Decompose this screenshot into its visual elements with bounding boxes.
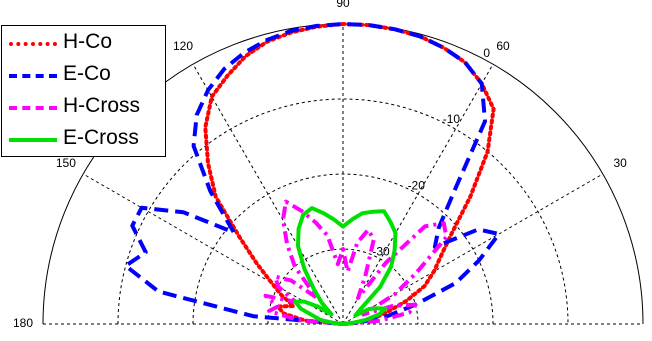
legend-label-h-cross: H-Cross: [63, 94, 140, 117]
polar-spoke: [342, 63, 494, 325]
radial-tick-label: 0: [483, 46, 490, 60]
angle-tick-label: 90: [336, 0, 350, 10]
legend-item-h-co: H-Co: [2, 28, 165, 58]
angle-tick-label: 30: [613, 156, 627, 170]
legend-item-e-co: E-Co: [2, 60, 165, 90]
legend: H-Co E-Co H-Cross E-Cross: [1, 25, 166, 157]
polar-spoke: [192, 63, 344, 325]
series-e-co-line: [123, 22, 501, 326]
angle-tick-label: 60: [496, 39, 510, 53]
legend-swatch-e-cross: [9, 138, 57, 142]
angle-tick-label: 180: [13, 316, 33, 330]
radial-tick-label: -10: [443, 112, 461, 126]
legend-swatch-h-cross: [9, 106, 57, 110]
series-e-cross-line: [293, 206, 398, 326]
series-h-co-line: [203, 22, 496, 326]
polar-ring: [267, 248, 419, 325]
legend-item-h-cross: H-Cross: [2, 92, 165, 122]
legend-label-e-cross: E-Cross: [63, 126, 139, 149]
legend-swatch-e-co: [9, 74, 57, 78]
tick-labels: 03060901201501800-10-20-30: [13, 0, 627, 330]
legend-label-e-co: E-Co: [63, 62, 111, 85]
series-h-cross-line: [263, 199, 449, 326]
polar-ring: [117, 98, 569, 325]
radial-tick-label: -30: [372, 245, 390, 259]
polar-ring: [192, 173, 494, 325]
legend-label-h-co: H-Co: [63, 30, 113, 53]
legend-item-e-cross: E-Cross: [2, 124, 165, 154]
polar-spoke: [82, 173, 344, 325]
angle-tick-label: 150: [56, 156, 76, 170]
angle-tick-label: 120: [173, 39, 193, 53]
series-layer: [123, 22, 501, 326]
legend-swatch-h-co: [9, 42, 57, 46]
radial-tick-label: -20: [408, 178, 426, 192]
